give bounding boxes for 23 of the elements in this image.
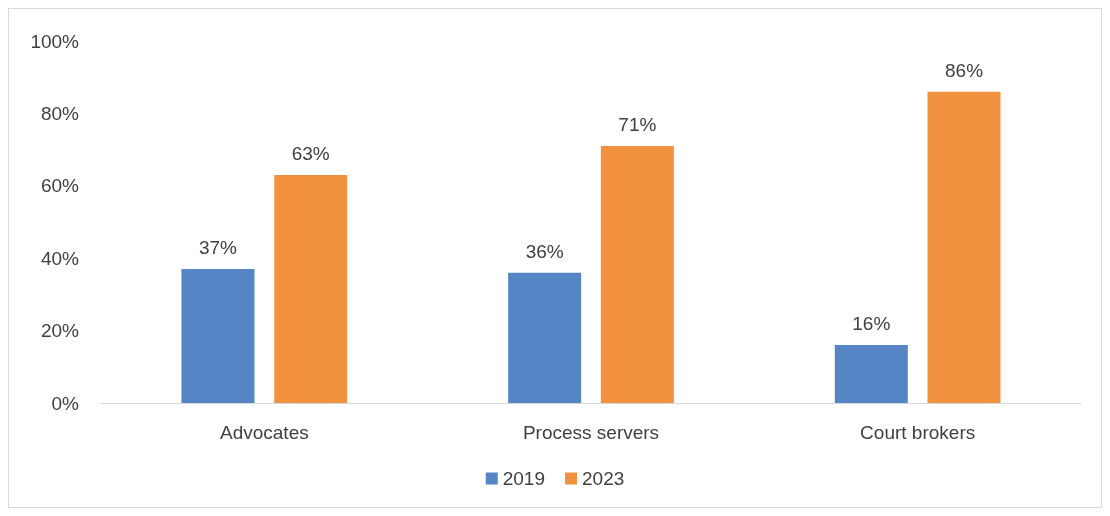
y-tick-label: 20%	[40, 320, 80, 342]
data-label: 63%	[291, 142, 330, 164]
legend-label: 2023	[582, 468, 625, 489]
bar	[181, 269, 255, 403]
bar	[600, 145, 674, 403]
bar	[508, 272, 582, 403]
x-tick-label: Court brokers	[860, 422, 976, 443]
y-tick-label: 40%	[40, 247, 80, 269]
y-tick-label: 80%	[40, 102, 80, 124]
legend-label: 2019	[502, 468, 546, 489]
bar	[834, 345, 908, 403]
data-label: 86%	[945, 59, 984, 81]
bar	[274, 174, 348, 403]
bar	[927, 91, 1001, 403]
y-tick-label: 100%	[30, 30, 80, 52]
data-label: 37%	[198, 237, 238, 259]
data-label: 16%	[852, 313, 891, 335]
data-label: 71%	[618, 113, 657, 135]
y-tick-label: 60%	[40, 175, 80, 197]
data-label: 36%	[525, 240, 564, 262]
x-tick-label: Process servers	[522, 422, 660, 443]
y-tick-label: 0%	[51, 392, 80, 414]
x-tick-label: Advocates	[219, 422, 309, 443]
